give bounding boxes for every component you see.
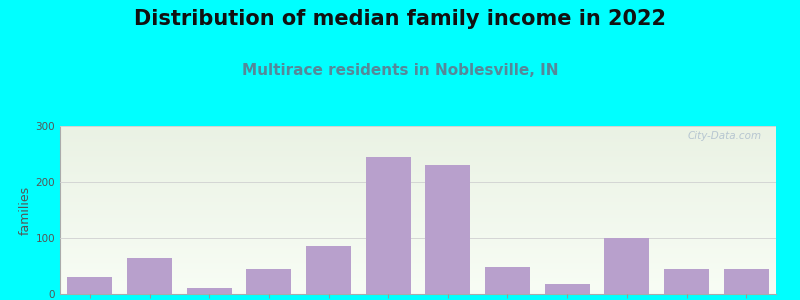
- Bar: [605, 238, 650, 294]
- Bar: [724, 269, 769, 294]
- Bar: [186, 288, 231, 294]
- Bar: [545, 284, 590, 294]
- Bar: [127, 258, 172, 294]
- Text: Multirace residents in Noblesville, IN: Multirace residents in Noblesville, IN: [242, 63, 558, 78]
- Bar: [485, 267, 530, 294]
- Text: Distribution of median family income in 2022: Distribution of median family income in …: [134, 9, 666, 29]
- Bar: [67, 277, 112, 294]
- Bar: [306, 246, 351, 294]
- Text: City-Data.com: City-Data.com: [687, 131, 762, 141]
- Bar: [426, 165, 470, 294]
- Bar: [664, 269, 709, 294]
- Bar: [366, 157, 410, 294]
- Bar: [246, 269, 291, 294]
- Y-axis label: families: families: [18, 185, 31, 235]
